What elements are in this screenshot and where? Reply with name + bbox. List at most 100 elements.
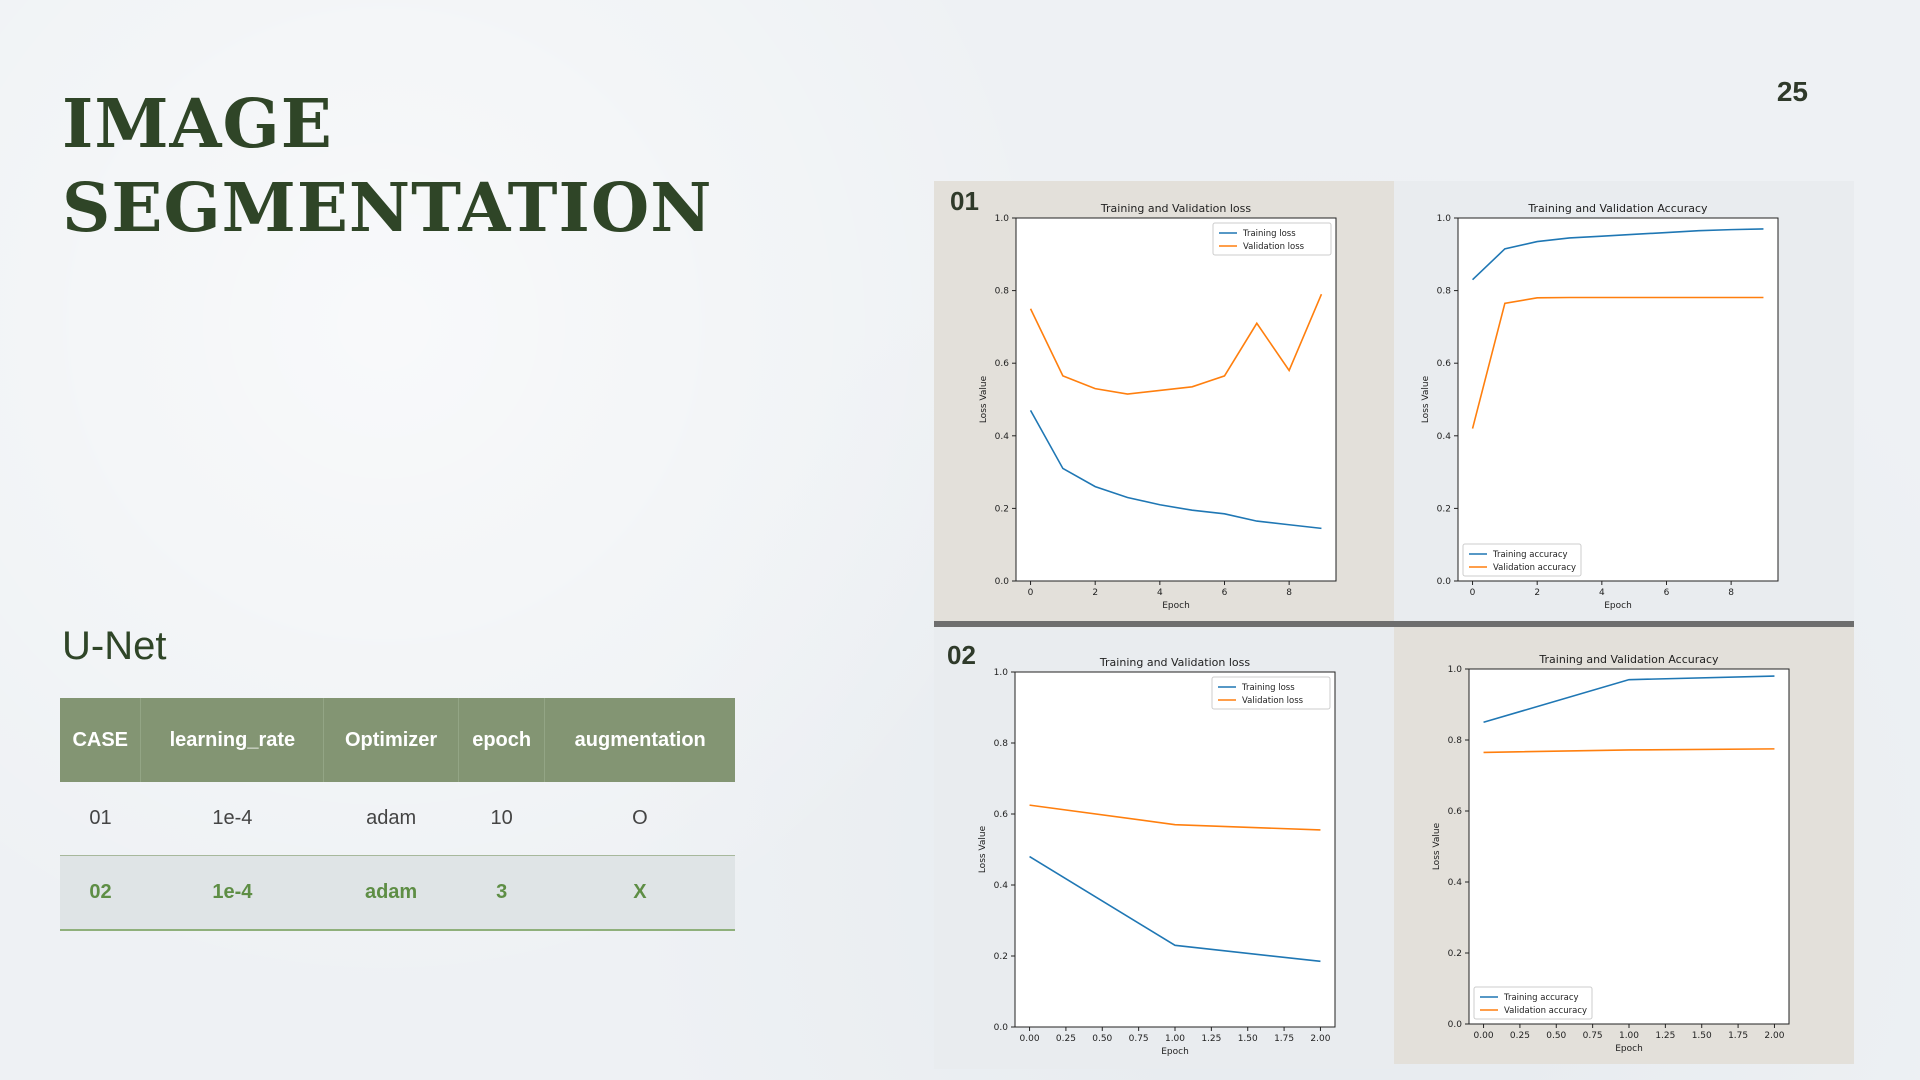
case-label-01: 01	[950, 186, 979, 216]
y-tick-label: 0.2	[995, 504, 1009, 514]
x-tick-label: 0.75	[1129, 1034, 1149, 1044]
loss-chart-case1: Training and Validation loss 0 2 4 6 8 0.0 0.2 0…	[979, 202, 1337, 611]
y-tick-label: 0.0	[994, 1023, 1009, 1033]
series-line-validation-loss	[1029, 293, 1323, 395]
x-tick-label: 8	[1286, 588, 1292, 598]
accuracy-chart-case1: Training and Validation Accuracy 0 2 4 6 8 0.0…	[1421, 202, 1779, 611]
table-cell: adam	[323, 855, 459, 931]
x-axis-label: Epoch	[1162, 601, 1190, 611]
title-line-2: segmentation	[62, 141, 713, 254]
y-tick-label: 0.4	[1437, 432, 1452, 442]
y-tick-label: 0.2	[1448, 949, 1462, 959]
y-tick-label: 1.0	[1448, 665, 1463, 675]
x-tick-label: 6	[1222, 588, 1228, 598]
y-axis-label: Loss Value	[979, 375, 989, 423]
y-tick-label: 0.2	[994, 952, 1008, 962]
case-divider	[934, 621, 1854, 627]
x-tick-label: 0.75	[1583, 1031, 1603, 1041]
y-tick-label: 0.4	[1448, 878, 1463, 888]
table-cell: 01	[60, 782, 141, 856]
slide-title: image segmentation	[62, 57, 713, 254]
legend-box	[1212, 222, 1332, 256]
plot-area	[1457, 217, 1779, 582]
y-tick-label: 1.0	[1437, 214, 1452, 224]
y-tick-label: 0.0	[995, 577, 1010, 587]
x-tick-label: 4	[1599, 588, 1605, 598]
chart-title: Training and Validation Accuracy	[1527, 202, 1708, 215]
legend-label: Validation loss	[1243, 242, 1305, 252]
config-table: CASE learning_rate Optimizer epoch augme…	[60, 698, 735, 931]
chart-panel-case2-accuracy: Training and Validation Accuracy 0.00 0.25…	[1394, 627, 1854, 1064]
table-cell: O	[544, 782, 735, 856]
x-tick-label: 1.25	[1655, 1031, 1675, 1041]
x-tick-label: 2.00	[1764, 1031, 1784, 1041]
x-tick-label: 0.50	[1546, 1031, 1566, 1041]
series-line-training-loss	[1029, 855, 1321, 963]
chart-panel-case2-loss: Training and Validation loss 0.00 0.25 0.50…	[934, 627, 1394, 1069]
x-tick-label: 1.75	[1728, 1031, 1748, 1041]
series-line-training-accuracy	[1483, 675, 1775, 724]
x-tick-label: 1.50	[1238, 1034, 1258, 1044]
series-line-training-accuracy	[1471, 228, 1764, 281]
x-tick-label: 1.50	[1692, 1031, 1712, 1041]
legend-label: Training loss	[1241, 683, 1295, 693]
x-tick-label: 0.00	[1020, 1034, 1040, 1044]
x-tick-label: 1.25	[1201, 1034, 1221, 1044]
plot-area	[1015, 217, 1337, 582]
legend-label: Training accuracy	[1503, 993, 1579, 1003]
title-line-1: image	[62, 57, 333, 170]
table-cell: 02	[60, 855, 141, 931]
y-tick-label: 0.6	[995, 359, 1010, 369]
x-tick-label: 1.00	[1619, 1031, 1639, 1041]
plot-area	[1014, 671, 1336, 1028]
x-axis-label: Epoch	[1615, 1044, 1643, 1054]
loss-chart-case2: Training and Validation loss 0.00 0.25 0.50…	[978, 656, 1336, 1057]
legend-box	[1473, 986, 1593, 1020]
chart-title: Training and Validation Accuracy	[1538, 653, 1719, 666]
x-tick-label: 4	[1157, 588, 1163, 598]
y-tick-label: 0.0	[1448, 1020, 1463, 1030]
chart-panel-case1-accuracy: Training and Validation Accuracy 0 2 4 6 8 0.0…	[1394, 181, 1854, 623]
chart-panel-case1-loss: Training and Validation loss 0 2 4 6 8 0.0 0.2 0…	[934, 181, 1394, 623]
y-axis-label: Loss Value	[978, 825, 988, 873]
x-tick-label: 6	[1664, 588, 1670, 598]
series-line-validation-accuracy	[1483, 748, 1775, 754]
y-tick-label: 0.6	[1448, 807, 1463, 817]
x-tick-label: 0	[1470, 588, 1476, 598]
y-axis-label: Loss Value	[1421, 375, 1431, 423]
y-tick-label: 1.0	[994, 668, 1009, 678]
table-cell: 1e-4	[140, 855, 324, 931]
legend-label: Training loss	[1242, 229, 1296, 239]
y-tick-label: 0.4	[994, 881, 1009, 891]
table-cell: 3	[458, 855, 545, 931]
header-epoch: epoch	[458, 698, 546, 782]
y-tick-label: 1.0	[995, 214, 1010, 224]
x-tick-label: 8	[1728, 588, 1734, 598]
case-label-02: 02	[947, 640, 976, 670]
model-subtitle: U-Net	[62, 624, 167, 668]
series-line-training-loss	[1029, 410, 1322, 530]
x-axis-label: Epoch	[1604, 601, 1632, 611]
table-cell: adam	[323, 782, 459, 856]
y-tick-label: 0.6	[1437, 359, 1452, 369]
header-learning-rate: learning_rate	[140, 698, 325, 782]
y-tick-label: 0.8	[1448, 736, 1463, 746]
chart-title: Training and Validation loss	[1099, 656, 1250, 669]
x-axis-label: Epoch	[1161, 1047, 1189, 1057]
table-header-row: CASE learning_rate Optimizer epoch augme…	[60, 698, 735, 782]
x-tick-label: 0.25	[1510, 1031, 1530, 1041]
table-row: 01 1e-4 adam 10 O	[60, 782, 735, 856]
header-augmentation: augmentation	[544, 698, 735, 782]
series-line-validation-accuracy	[1471, 296, 1764, 429]
header-case: CASE	[60, 698, 142, 782]
x-tick-label: 1.75	[1274, 1034, 1294, 1044]
y-tick-label: 0.6	[994, 810, 1009, 820]
legend-label: Validation accuracy	[1493, 563, 1576, 573]
x-tick-label: 0	[1028, 588, 1034, 598]
page-number: 25	[1776, 76, 1808, 107]
plot-area	[1468, 668, 1790, 1025]
y-tick-label: 0.8	[994, 739, 1009, 749]
series-line-validation-loss	[1029, 804, 1321, 831]
x-tick-label: 0.25	[1056, 1034, 1076, 1044]
y-tick-label: 0.8	[995, 287, 1010, 297]
